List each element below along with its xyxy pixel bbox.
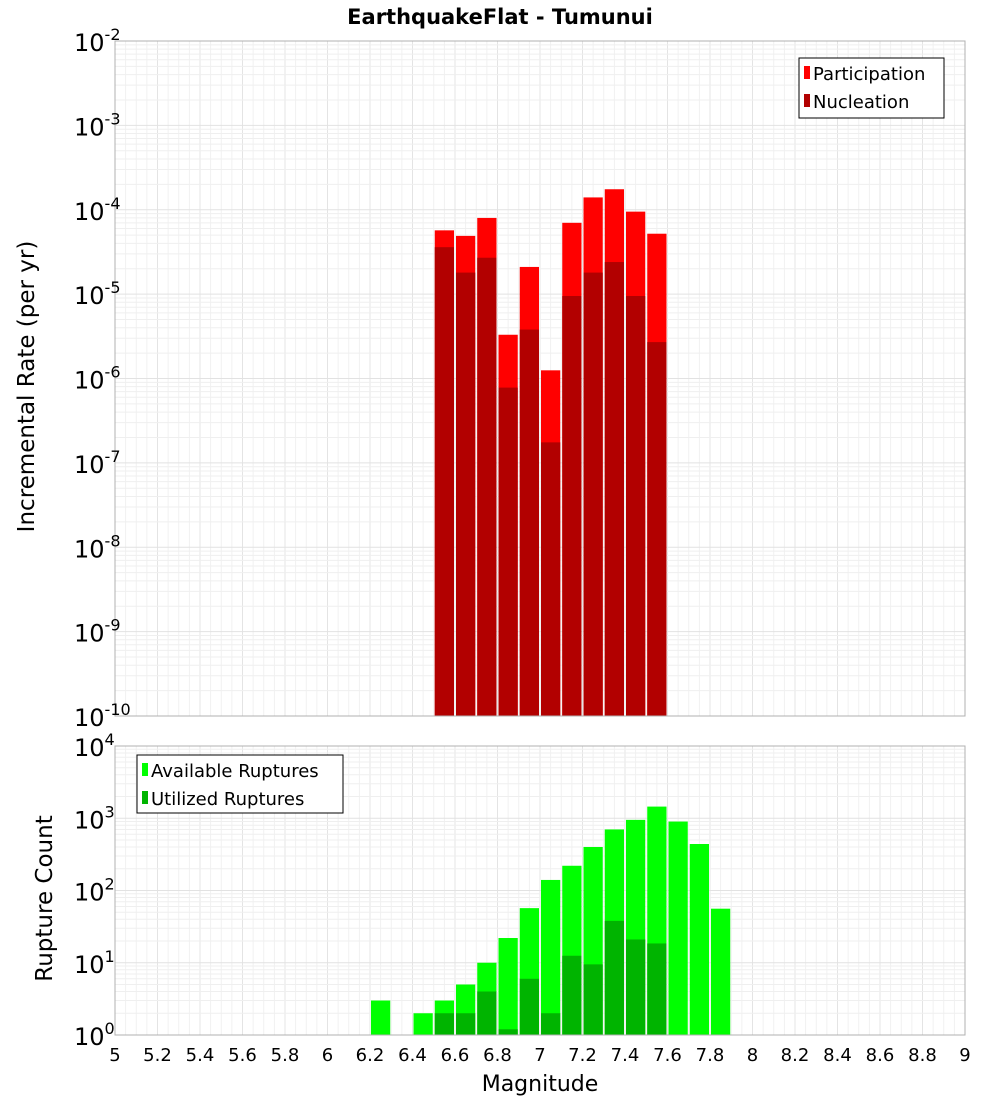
bar [519, 329, 539, 716]
y-tick-label: 10-5 [74, 278, 121, 310]
legend-swatch [804, 66, 810, 79]
legend: Participation Nucleation [798, 57, 945, 119]
bar [519, 978, 539, 1035]
x-tick-label: 5.6 [228, 1045, 257, 1066]
x-tick-label: 7.2 [568, 1045, 597, 1066]
legend-label: Utilized Ruptures [151, 789, 304, 810]
x-tick-label: 5.8 [271, 1045, 300, 1066]
x-tick-label: 6 [322, 1045, 333, 1066]
x-tick-label: 6.8 [483, 1045, 512, 1066]
bar [413, 1013, 433, 1035]
bar [498, 938, 518, 1035]
legend-swatch [142, 791, 148, 804]
bar [668, 821, 688, 1035]
x-tick-label: 7.8 [696, 1045, 725, 1066]
legend-label: Participation [813, 64, 925, 85]
bar [562, 955, 582, 1035]
x-tick-label: 6.6 [441, 1045, 470, 1066]
bar [498, 387, 518, 716]
x-tick-label: 6.4 [398, 1045, 427, 1066]
bar [711, 908, 731, 1035]
y-tick-label: 10-2 [74, 25, 121, 57]
x-tick-label: 8.6 [866, 1045, 895, 1066]
y-axis-label: Incremental Rate (per yr) [14, 241, 40, 533]
x-tick-labels: 5 5.2 5.4 5.6 5.8 6 6.2 6.4 6.6 6.8 7 7.2 7.4 7.6 7.8 8… [109, 1045, 970, 1066]
plot-border [114, 745, 966, 1036]
bar [647, 943, 667, 1035]
bar [647, 342, 667, 716]
y-tick-label: 102 [74, 875, 115, 907]
rate-panel: 10-10 10-9 10-8 10-7 10-6 10-5 10-4 10-3 10-2 Inc… [14, 25, 966, 732]
bar [689, 844, 709, 1035]
y-tick-labels: 10-10 10-9 10-8 10-7 10-6 10-5 10-4 10-3 10-2 [74, 25, 131, 732]
bar [583, 272, 603, 716]
y-axis-label: Rupture Count [32, 815, 58, 981]
x-tick-label: 5.2 [143, 1045, 172, 1066]
x-tick-label: 7.4 [611, 1045, 640, 1066]
bar [541, 442, 561, 716]
y-tick-label: 10-3 [74, 109, 121, 141]
bar [456, 272, 476, 716]
x-tick-label: 5 [109, 1045, 120, 1066]
x-tick-label: 7.6 [653, 1045, 682, 1066]
x-tick-label: 8.4 [823, 1045, 852, 1066]
bar [626, 939, 646, 1035]
bar [562, 296, 582, 716]
x-tick-label: 7 [534, 1045, 545, 1066]
legend-label: Available Ruptures [151, 761, 319, 782]
x-tick-label: 8 [747, 1045, 758, 1066]
chart-title: EarthquakeFlat - Tumunui [347, 5, 653, 29]
bar [541, 1013, 561, 1035]
series-2-bars [434, 920, 667, 1035]
bar [498, 1029, 518, 1035]
grid-lines [114, 41, 966, 717]
x-tick-label: 5.4 [186, 1045, 215, 1066]
y-tick-label: 103 [74, 802, 115, 834]
legend-swatch [142, 763, 148, 776]
x-tick-label: 6.2 [356, 1045, 385, 1066]
x-axis-label: Magnitude [482, 1072, 599, 1097]
y-tick-label: 10-4 [74, 194, 121, 226]
x-tick-label: 9 [959, 1045, 970, 1066]
legend-swatch [804, 94, 810, 107]
y-tick-label: 10-6 [74, 363, 121, 395]
bar [626, 296, 646, 716]
y-tick-label: 100 [74, 1019, 115, 1051]
y-tick-label: 10-8 [74, 531, 121, 563]
x-tick-label: 8.8 [908, 1045, 937, 1066]
y-tick-label: 10-10 [74, 700, 131, 732]
legend-label: Nucleation [813, 92, 909, 113]
bar [434, 1013, 454, 1035]
bar [604, 262, 624, 716]
bar [434, 247, 454, 716]
legend: Available Ruptures Utilized Ruptures [136, 754, 344, 814]
series-2-bars [434, 247, 667, 716]
y-tick-label: 10-9 [74, 616, 121, 648]
y-tick-labels: 100 101 102 103 104 [74, 730, 115, 1051]
y-tick-label: 10-7 [74, 447, 121, 479]
rupture-count-panel: 100 101 102 103 104 Rupture Count 5 5.2 5.4 5.6 5.… [32, 730, 971, 1097]
bar [477, 991, 497, 1035]
bar [477, 257, 497, 716]
bar [583, 964, 603, 1035]
bar [541, 879, 561, 1035]
y-tick-label: 104 [74, 730, 115, 762]
plot-border [114, 40, 966, 717]
y-tick-label: 101 [74, 947, 115, 979]
bar [456, 1013, 476, 1035]
x-tick-label: 8.2 [781, 1045, 810, 1066]
bar [371, 1000, 391, 1035]
bar [604, 920, 624, 1035]
